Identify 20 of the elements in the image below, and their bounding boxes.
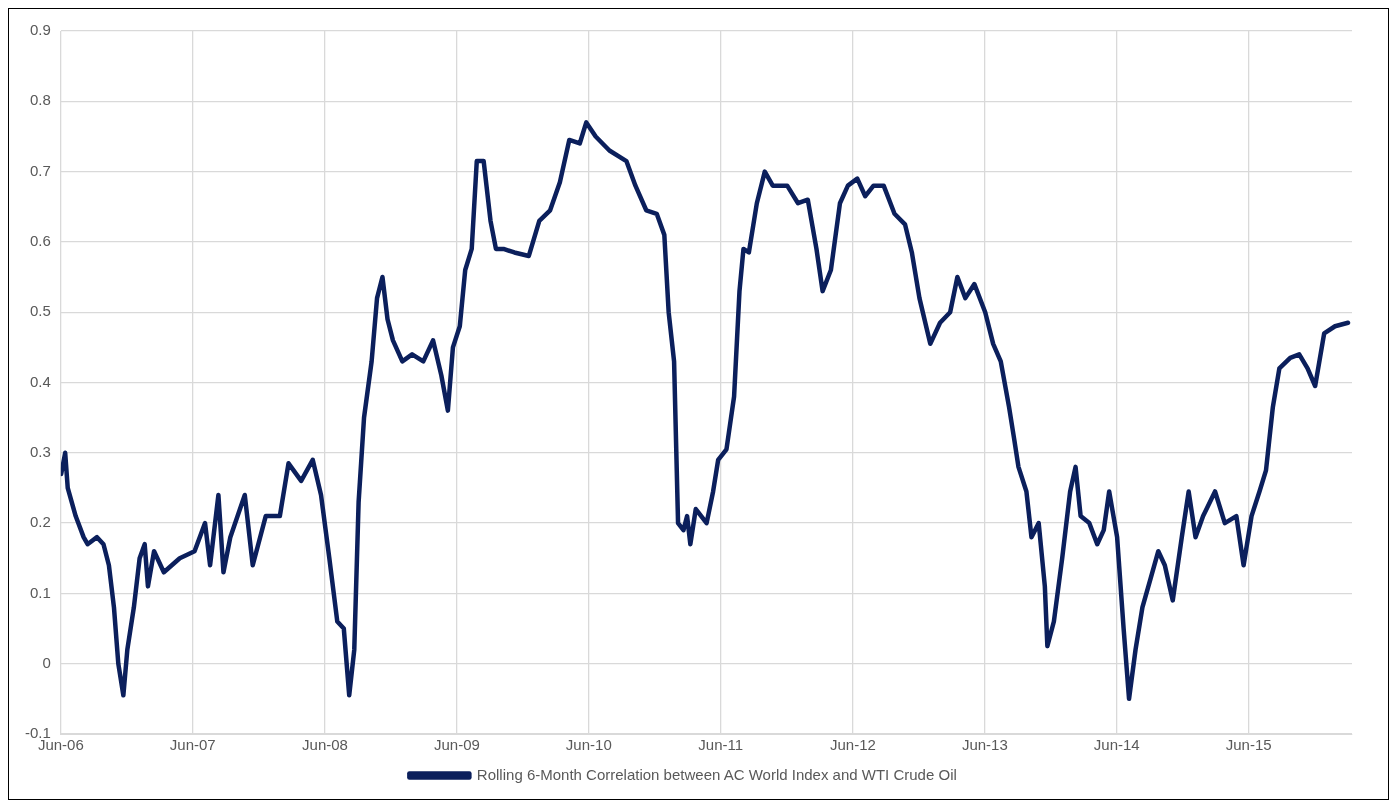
- y-tick-label: 0: [42, 653, 51, 671]
- x-tick-label: Jun-11: [698, 736, 744, 754]
- y-tick-label: 0.5: [29, 302, 51, 320]
- x-tick-label: Jun-12: [830, 736, 876, 754]
- y-tick-label: 0.4: [29, 372, 51, 390]
- y-tick-label: 0.9: [29, 21, 51, 39]
- y-tick-label: 0.8: [29, 91, 51, 109]
- x-tick-label: Jun-07: [169, 736, 216, 754]
- x-tick-label: Jun-14: [1093, 736, 1140, 754]
- x-tick-label: Jun-08: [302, 736, 348, 754]
- legend-label: Rolling 6-Month Correlation between AC World Index and WTI Crude Oil: [476, 765, 957, 783]
- x-tick-label: Jun-15: [1225, 736, 1272, 754]
- y-tick-label: 0.2: [29, 513, 51, 531]
- y-tick-label: 0.3: [29, 442, 51, 460]
- y-tick-label: 0.6: [29, 232, 51, 250]
- y-tick-label: 0.7: [29, 161, 51, 179]
- x-tick-label: Jun-10: [565, 736, 612, 754]
- x-tick-label: Jun-09: [433, 736, 480, 754]
- y-tick-label: 0.1: [29, 583, 51, 601]
- x-tick-label: Jun-13: [961, 736, 1008, 754]
